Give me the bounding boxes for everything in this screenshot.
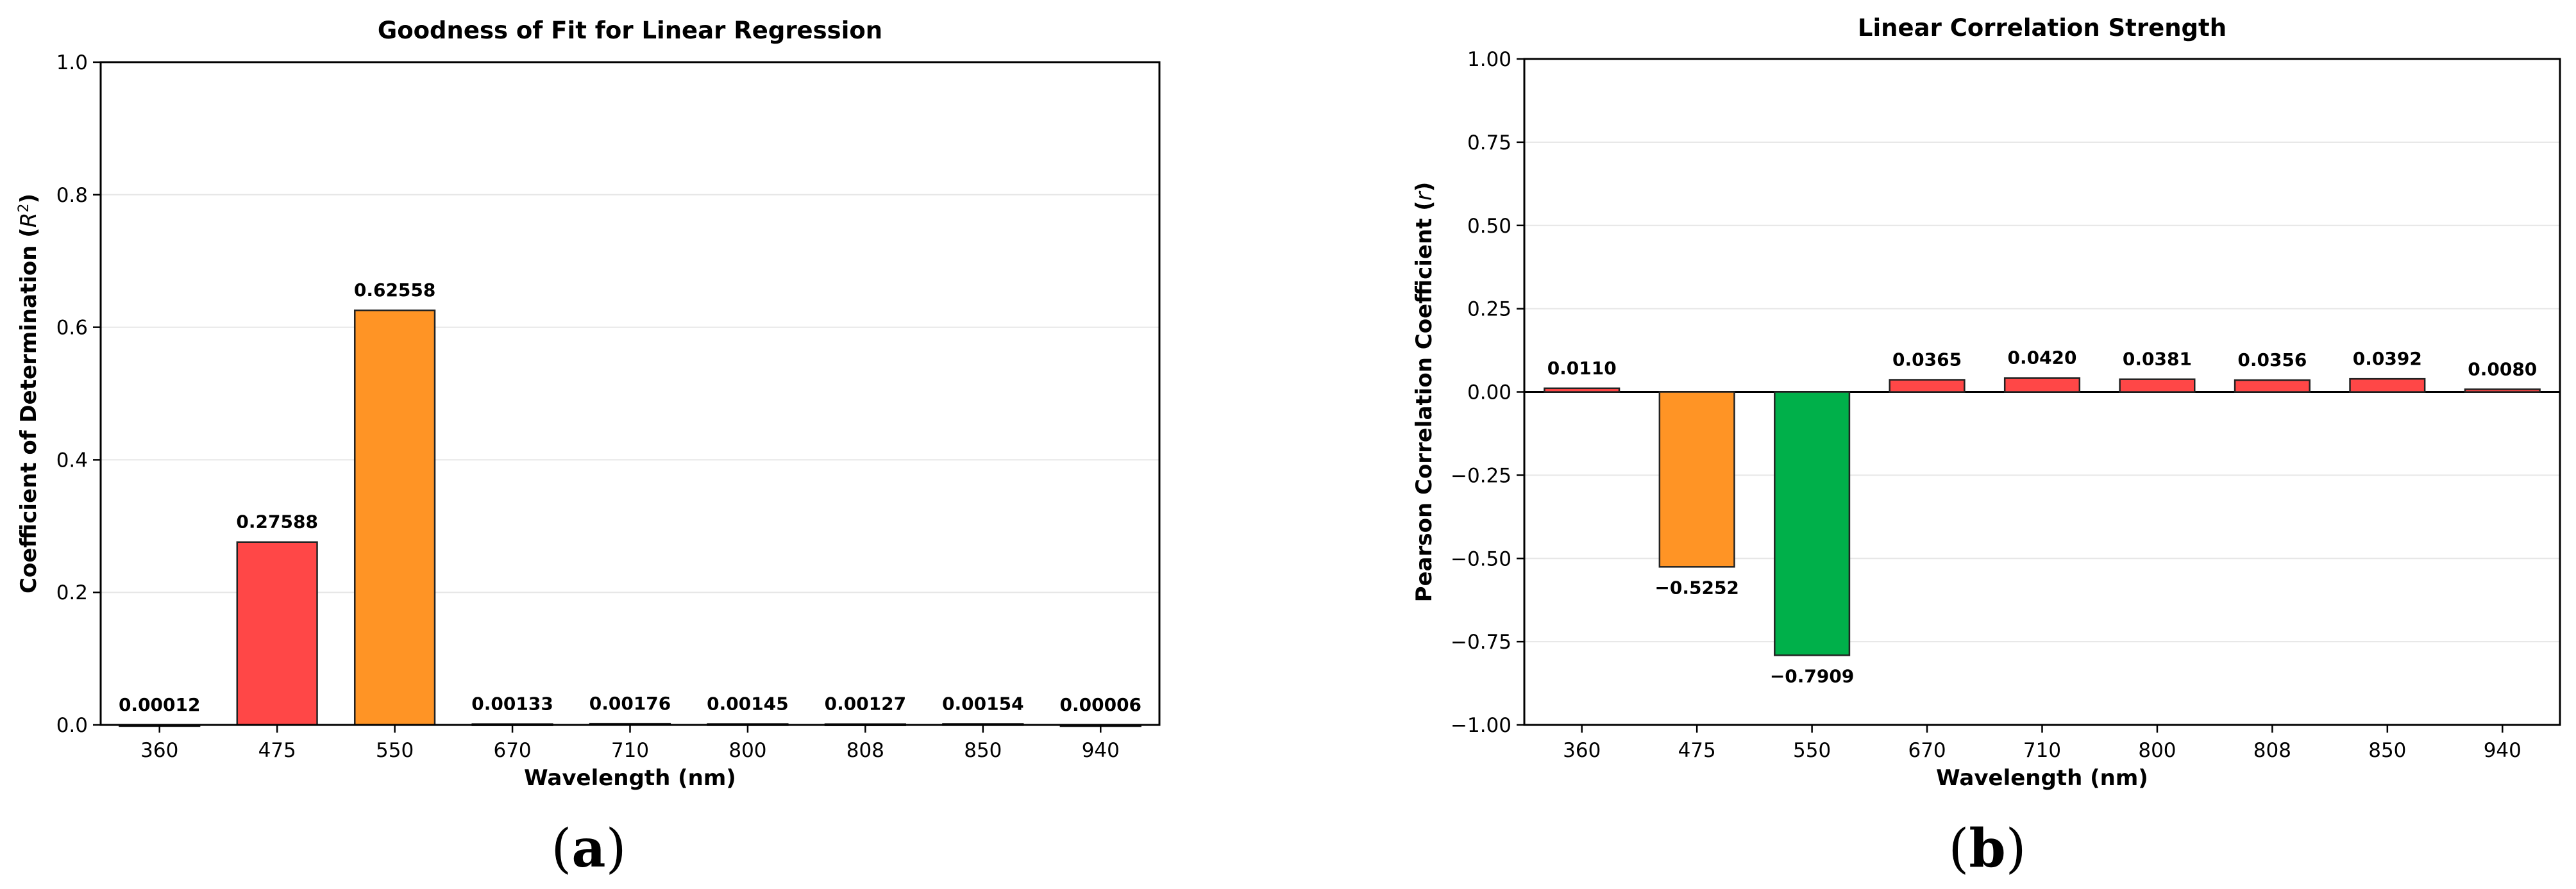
x-tick-label-710: 710: [611, 739, 649, 762]
y-tick-label: 0.0: [56, 714, 88, 737]
x-tick-label-808: 808: [846, 739, 884, 762]
x-tick-label-670: 670: [493, 739, 531, 762]
data-label-800: 0.00145: [707, 694, 789, 715]
x-tick-label-940: 940: [1082, 739, 1120, 762]
panel-label-open: (: [551, 818, 571, 879]
data-label-710: 0.0420: [2007, 347, 2076, 369]
data-label-940: 0.00006: [1060, 694, 1142, 715]
chart-title: Linear Correlation Strength: [1858, 14, 2227, 42]
x-axis-label: Wavelength (nm): [524, 765, 736, 791]
x-tick-label-670: 670: [1908, 739, 1946, 762]
x-tick-label-800: 800: [2138, 739, 2176, 762]
data-label-475: −0.5252: [1654, 577, 1739, 598]
y-tick-label: −0.25: [1451, 464, 1511, 487]
x-tick-label-850: 850: [2368, 739, 2406, 762]
bar-710: [2003, 377, 2081, 393]
y-axis-label-text: Pearson Correlation Coefficient (: [1411, 201, 1437, 602]
y-tick-label: 0.2: [56, 581, 88, 604]
data-label-710: 0.00176: [589, 693, 671, 714]
panel-label-close: ): [2006, 818, 2026, 879]
panel-label-open: (: [1948, 818, 1969, 879]
y-tick-label: 1.0: [56, 51, 88, 74]
chart-title: Goodness of Fit for Linear Regression: [378, 17, 882, 44]
bar-550: [353, 309, 436, 726]
bar-360: [1544, 387, 1621, 393]
data-label-800: 0.0381: [2123, 349, 2192, 370]
y-axis-label-close: ): [1411, 182, 1437, 192]
x-tick-label-808: 808: [2253, 739, 2291, 762]
x-tick-label-710: 710: [2023, 739, 2061, 762]
y-tick-label: 0.6: [56, 317, 88, 340]
bar-940: [2464, 388, 2541, 393]
panel-label-close: ): [606, 818, 627, 879]
x-tick-label-940: 940: [2484, 739, 2521, 762]
x-tick-label-850: 850: [964, 739, 1002, 762]
data-label-550: 0.62558: [354, 279, 436, 301]
y-tick-label: 1.00: [1467, 48, 1511, 71]
panel-label-letter: a: [571, 818, 605, 879]
plot-frame: [99, 61, 1161, 726]
y-axis-label-text: Coefficient of Determination (: [16, 228, 42, 594]
y-tick-label: −1.00: [1451, 714, 1511, 737]
bar-850: [2349, 378, 2426, 393]
x-tick-label-475: 475: [258, 739, 296, 762]
data-label-940: 0.0080: [2468, 358, 2537, 379]
chart-panel-b: 0.0110 360 −0.5252 475 −0.7909 550 0.0365 670 0.…: [1411, 14, 2561, 879]
data-label-550: −0.7909: [1770, 665, 1855, 686]
x-tick-label-800: 800: [728, 739, 766, 762]
panel-label: (b): [1948, 818, 2026, 879]
y-axis-label-superscript: 2: [16, 204, 32, 213]
x-tick-label-360: 360: [1563, 739, 1601, 762]
x-tick-label-550: 550: [376, 739, 414, 762]
y-axis-label-symbol: R: [16, 213, 42, 228]
data-label-475: 0.27588: [236, 511, 318, 533]
bar-808: [2234, 379, 2311, 393]
data-label-808: 0.0356: [2237, 349, 2307, 370]
y-axis-label: Coefficient of Determination (R2): [16, 194, 42, 594]
y-axis-label-symbol: r: [1411, 190, 1437, 201]
data-label-670: 0.0365: [1892, 349, 1962, 370]
y-axis-label: Pearson Correlation Coefficient (r): [1411, 182, 1437, 602]
y-tick-label: 0.8: [56, 184, 88, 207]
data-label-808: 0.00127: [825, 694, 907, 715]
y-tick-label: 0.50: [1467, 215, 1511, 238]
y-tick-label: −0.75: [1451, 631, 1511, 654]
x-axis-label: Wavelength (nm): [1936, 765, 2148, 791]
x-tick-label-475: 475: [1678, 739, 1716, 762]
panel-label-letter: b: [1969, 818, 2005, 879]
y-axis-label-close: ): [16, 194, 42, 204]
data-label-360: 0.0110: [1547, 358, 1617, 379]
x-tick-label-550: 550: [1793, 739, 1831, 762]
data-label-850: 0.00154: [942, 693, 1024, 714]
data-label-670: 0.00133: [471, 694, 553, 715]
data-label-360: 0.00012: [119, 694, 201, 715]
data-label-850: 0.0392: [2353, 348, 2422, 369]
x-tick-label-360: 360: [140, 739, 178, 762]
bar-800: [2119, 378, 2196, 393]
chart-panel-a: 0.00012 360 0.27588 475 0.62558 550 0.00133 670…: [16, 17, 1161, 879]
y-tick-label: 0.75: [1467, 131, 1511, 154]
y-tick-label: −0.50: [1451, 547, 1511, 570]
plot-frame: [1523, 58, 2561, 726]
bar-475: [236, 541, 318, 726]
bar-670: [1889, 379, 1966, 393]
y-tick-label: 0.25: [1467, 298, 1511, 321]
y-tick-label: 0.4: [56, 449, 88, 472]
bar-475: [1658, 391, 1735, 568]
y-tick-label: 0.00: [1467, 381, 1511, 404]
bar-550: [1774, 391, 1851, 656]
panel-label: (a): [551, 818, 626, 879]
